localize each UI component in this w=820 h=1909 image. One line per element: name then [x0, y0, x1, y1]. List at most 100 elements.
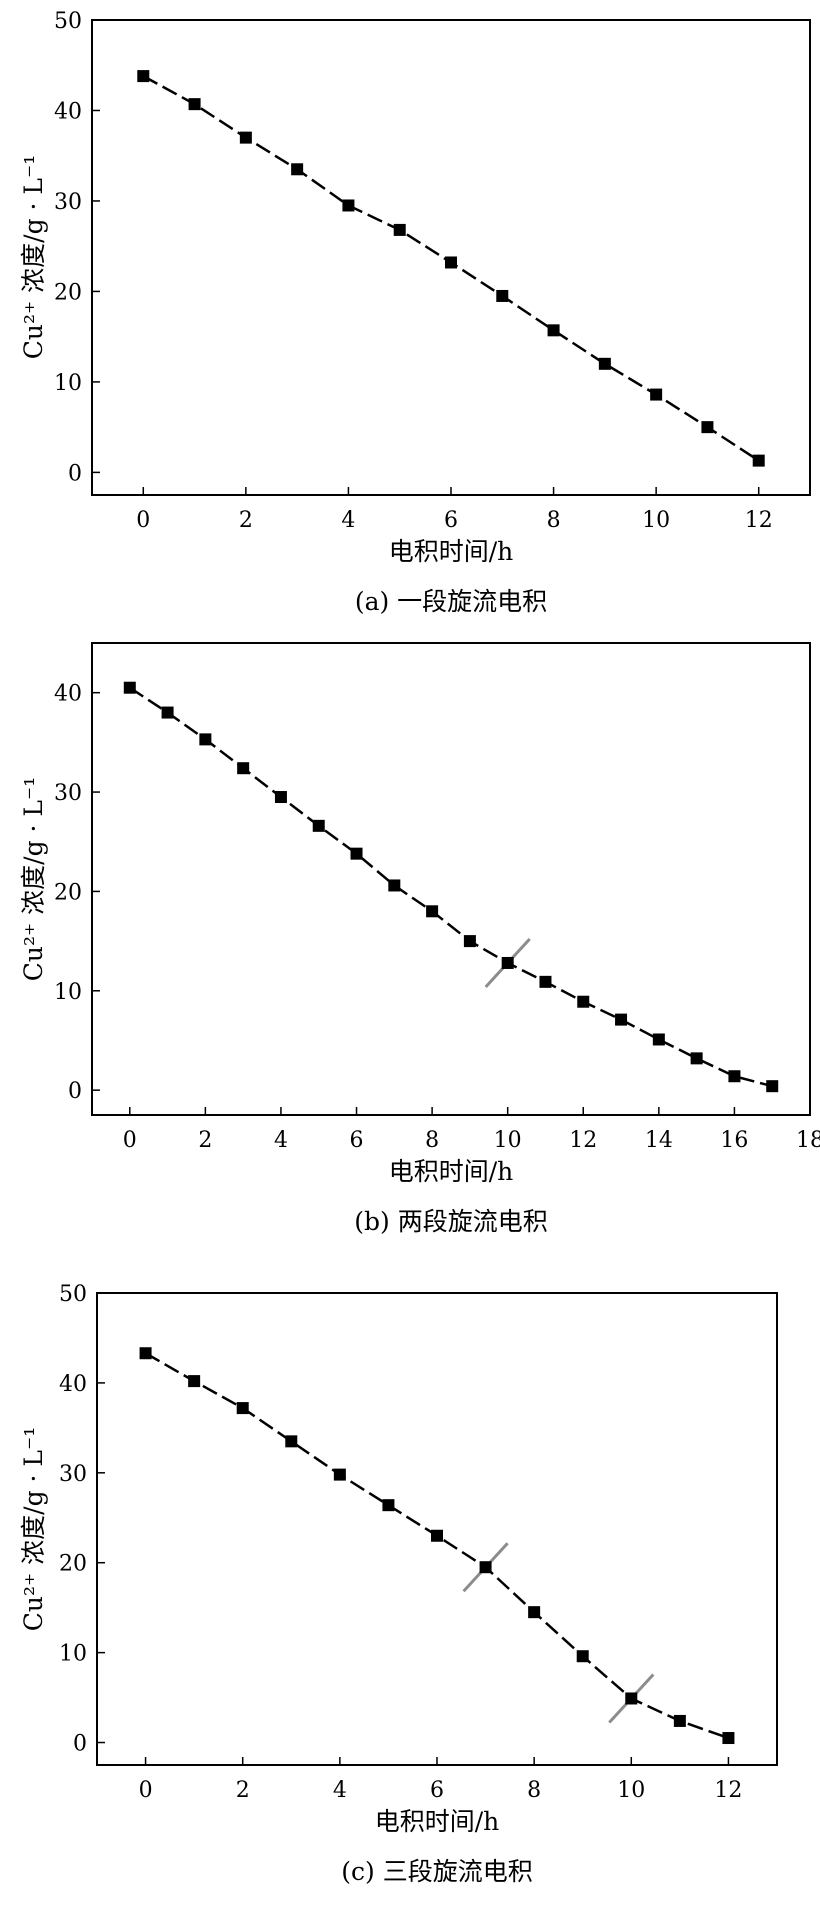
x-tick-label: 6 — [430, 1778, 444, 1803]
x-tick-label: 16 — [720, 1128, 748, 1153]
data-point — [528, 1606, 541, 1619]
data-point — [752, 454, 765, 467]
data-point — [137, 70, 150, 83]
x-tick-label: 2 — [198, 1128, 212, 1153]
data-point — [199, 733, 212, 746]
panel-c: 0 2 4 6 8 10 12 0 10 20 30 40 50 Cu²⁺ 浓度/g · L⁻¹ 电积时… — [19, 1282, 778, 1886]
y-tick-label: 0 — [68, 1079, 82, 1104]
data-point — [274, 791, 287, 804]
panel-a: 0 2 4 6 8 10 12 0 10 20 30 40 50 Cu²⁺ 浓度/g · L⁻¹ 电积时… — [19, 9, 811, 616]
x-tick-label: 2 — [236, 1778, 250, 1803]
y-tick-label: 40 — [54, 99, 82, 124]
data-point — [342, 199, 355, 212]
x-tick-label: 12 — [569, 1128, 597, 1153]
data-point — [539, 975, 552, 988]
data-point — [188, 98, 201, 111]
data-point — [426, 905, 439, 918]
series-markers — [139, 1347, 735, 1745]
plot-frame — [96, 1292, 778, 1766]
data-point — [576, 1650, 589, 1663]
series-line — [144, 1352, 729, 1740]
y-tick-label: 40 — [54, 682, 82, 707]
data-point — [650, 388, 663, 401]
axis-ticks: 0 2 4 6 8 10 12 14 16 18 0 10 20 30 40 — [54, 682, 820, 1153]
data-point — [701, 421, 714, 434]
data-point — [479, 1561, 492, 1574]
y-axis-title: Cu²⁺ 浓度/g · L⁻¹ — [19, 155, 48, 359]
x-tick-label: 10 — [494, 1128, 522, 1153]
x-axis-title: 电积时间/h — [389, 1157, 514, 1186]
data-point — [547, 324, 560, 337]
data-point — [239, 131, 252, 144]
y-tick-label: 30 — [59, 1462, 87, 1487]
data-point — [652, 1033, 665, 1046]
y-tick-label: 20 — [54, 280, 82, 305]
x-tick-label: 6 — [350, 1128, 364, 1153]
data-point — [722, 1732, 735, 1745]
data-point — [496, 289, 509, 302]
data-point — [431, 1529, 443, 1542]
series-line-path — [144, 1352, 729, 1740]
data-point — [463, 935, 476, 948]
x-axis-title: 电积时间/h — [375, 1807, 500, 1836]
stage-break-marks — [462, 1542, 655, 1724]
x-tick-label: 10 — [617, 1778, 645, 1803]
axis-ticks: 0 2 4 6 8 10 12 0 10 20 30 40 50 — [54, 9, 773, 533]
x-tick-label: 6 — [444, 508, 458, 533]
series-markers — [123, 681, 779, 1093]
data-point — [577, 995, 590, 1008]
data-point — [333, 1468, 346, 1481]
x-tick-label: 10 — [642, 508, 670, 533]
y-tick-label: 20 — [59, 1552, 87, 1577]
data-point — [285, 1435, 298, 1448]
x-tick-label: 12 — [745, 508, 773, 533]
panel-caption: (b) 两段旋流电积 — [354, 1207, 547, 1236]
data-point — [728, 1070, 741, 1083]
data-point — [445, 256, 457, 269]
data-point — [388, 879, 401, 892]
axis-ticks: 0 2 4 6 8 10 12 0 10 20 30 40 50 — [59, 1282, 742, 1803]
data-point — [673, 1714, 686, 1727]
y-tick-label: 10 — [54, 371, 82, 396]
data-point — [690, 1052, 703, 1065]
data-point — [139, 1347, 152, 1360]
data-point — [291, 163, 304, 176]
y-tick-label: 0 — [73, 1732, 87, 1757]
y-tick-label: 30 — [54, 781, 82, 806]
series-line-path — [129, 686, 773, 1088]
x-tick-label: 0 — [139, 1778, 153, 1803]
x-tick-label: 8 — [527, 1778, 541, 1803]
y-tick-label: 50 — [59, 1282, 87, 1307]
data-point — [598, 357, 611, 370]
panel-caption: (c) 三段旋流电积 — [341, 1857, 532, 1886]
data-point — [625, 1692, 638, 1705]
series-markers — [137, 70, 765, 467]
y-axis-title: Cu²⁺ 浓度/g · L⁻¹ — [19, 777, 48, 981]
x-tick-label: 12 — [714, 1778, 742, 1803]
y-tick-label: 10 — [54, 980, 82, 1005]
y-tick-label: 50 — [54, 9, 82, 34]
x-tick-label: 8 — [547, 508, 561, 533]
data-point — [382, 1499, 395, 1512]
x-tick-label: 4 — [341, 508, 355, 533]
data-point — [188, 1375, 201, 1388]
x-tick-label: 4 — [333, 1778, 347, 1803]
panel-b: 0 2 4 6 8 10 12 14 16 18 0 10 20 30 40 Cu²⁺ 浓度/g · L⁻¹… — [19, 642, 820, 1236]
y-tick-label: 40 — [59, 1372, 87, 1397]
y-tick-label: 10 — [59, 1642, 87, 1667]
data-point — [237, 762, 250, 775]
x-tick-label: 4 — [274, 1128, 288, 1153]
x-tick-label: 2 — [239, 508, 253, 533]
x-tick-label: 0 — [136, 508, 150, 533]
x-tick-label: 8 — [425, 1128, 439, 1153]
x-tick-label: 14 — [645, 1128, 673, 1153]
data-point — [766, 1080, 779, 1093]
data-point — [350, 847, 363, 860]
y-axis-title: Cu²⁺ 浓度/g · L⁻¹ — [19, 1427, 48, 1631]
data-point — [501, 956, 514, 969]
data-point — [161, 706, 174, 719]
x-axis-title: 电积时间/h — [389, 537, 514, 566]
data-point — [312, 819, 325, 832]
data-point — [615, 1013, 628, 1026]
